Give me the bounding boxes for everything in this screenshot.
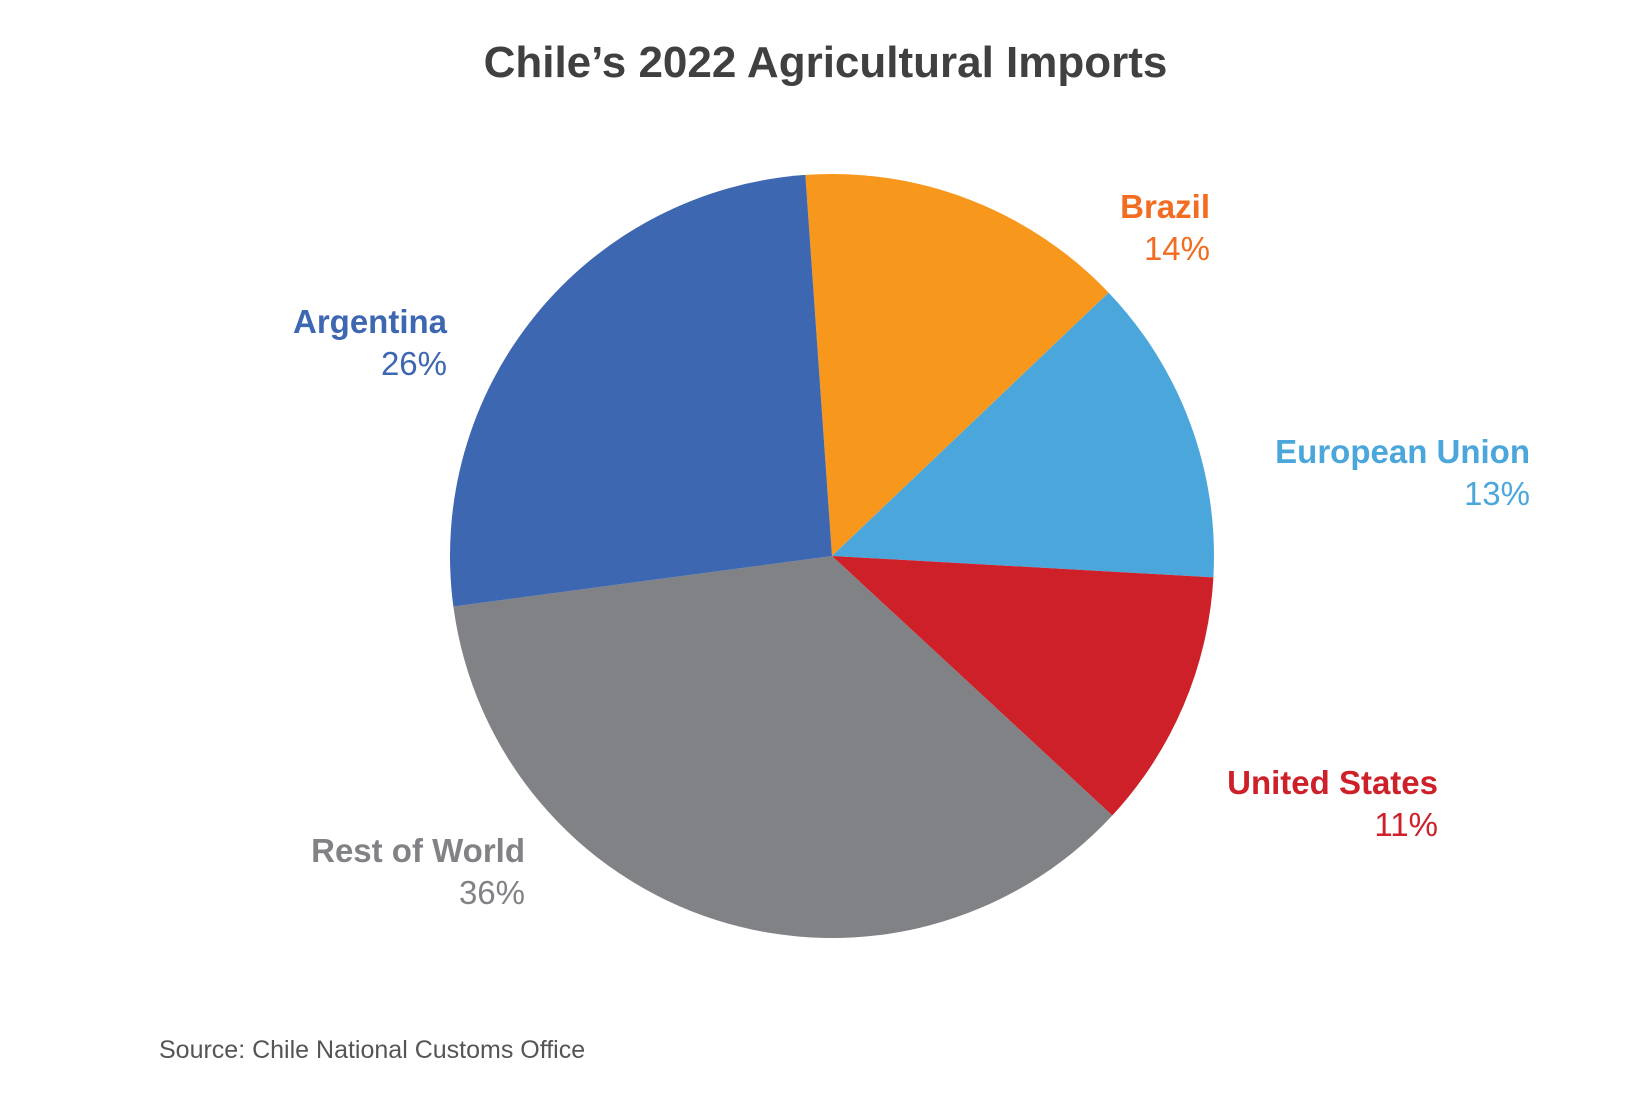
chart-title: Chile’s 2022 Agricultural Imports bbox=[483, 38, 1168, 87]
pie-slice-brazil bbox=[805, 174, 1109, 556]
slice-label-rest-of-world: Rest of World bbox=[311, 832, 525, 869]
pie-labels: Brazil 14% European Union 13% United States 1… bbox=[293, 188, 1530, 911]
slice-label-brazil: Brazil bbox=[1120, 188, 1210, 225]
slice-value-argentina: 26% bbox=[381, 345, 447, 382]
slice-value-united-states: 11% bbox=[1374, 806, 1438, 843]
pie-slice-united-states bbox=[832, 556, 1214, 816]
slice-label-argentina: Argentina bbox=[293, 303, 448, 340]
slice-label-united-states: United States bbox=[1227, 764, 1438, 801]
pie-slices bbox=[450, 174, 1215, 939]
chart-source: Source: Chile National Customs Office bbox=[159, 1036, 586, 1064]
pie-slice-european-union bbox=[832, 292, 1215, 578]
slice-label-european-union: European Union bbox=[1275, 433, 1530, 470]
slice-value-rest-of-world: 36% bbox=[459, 874, 525, 911]
pie-slice-rest-of-world bbox=[453, 556, 1113, 939]
slice-value-european-union: 13% bbox=[1464, 475, 1530, 512]
slice-value-brazil: 14% bbox=[1144, 230, 1210, 267]
pie-slice-argentina bbox=[450, 174, 832, 607]
